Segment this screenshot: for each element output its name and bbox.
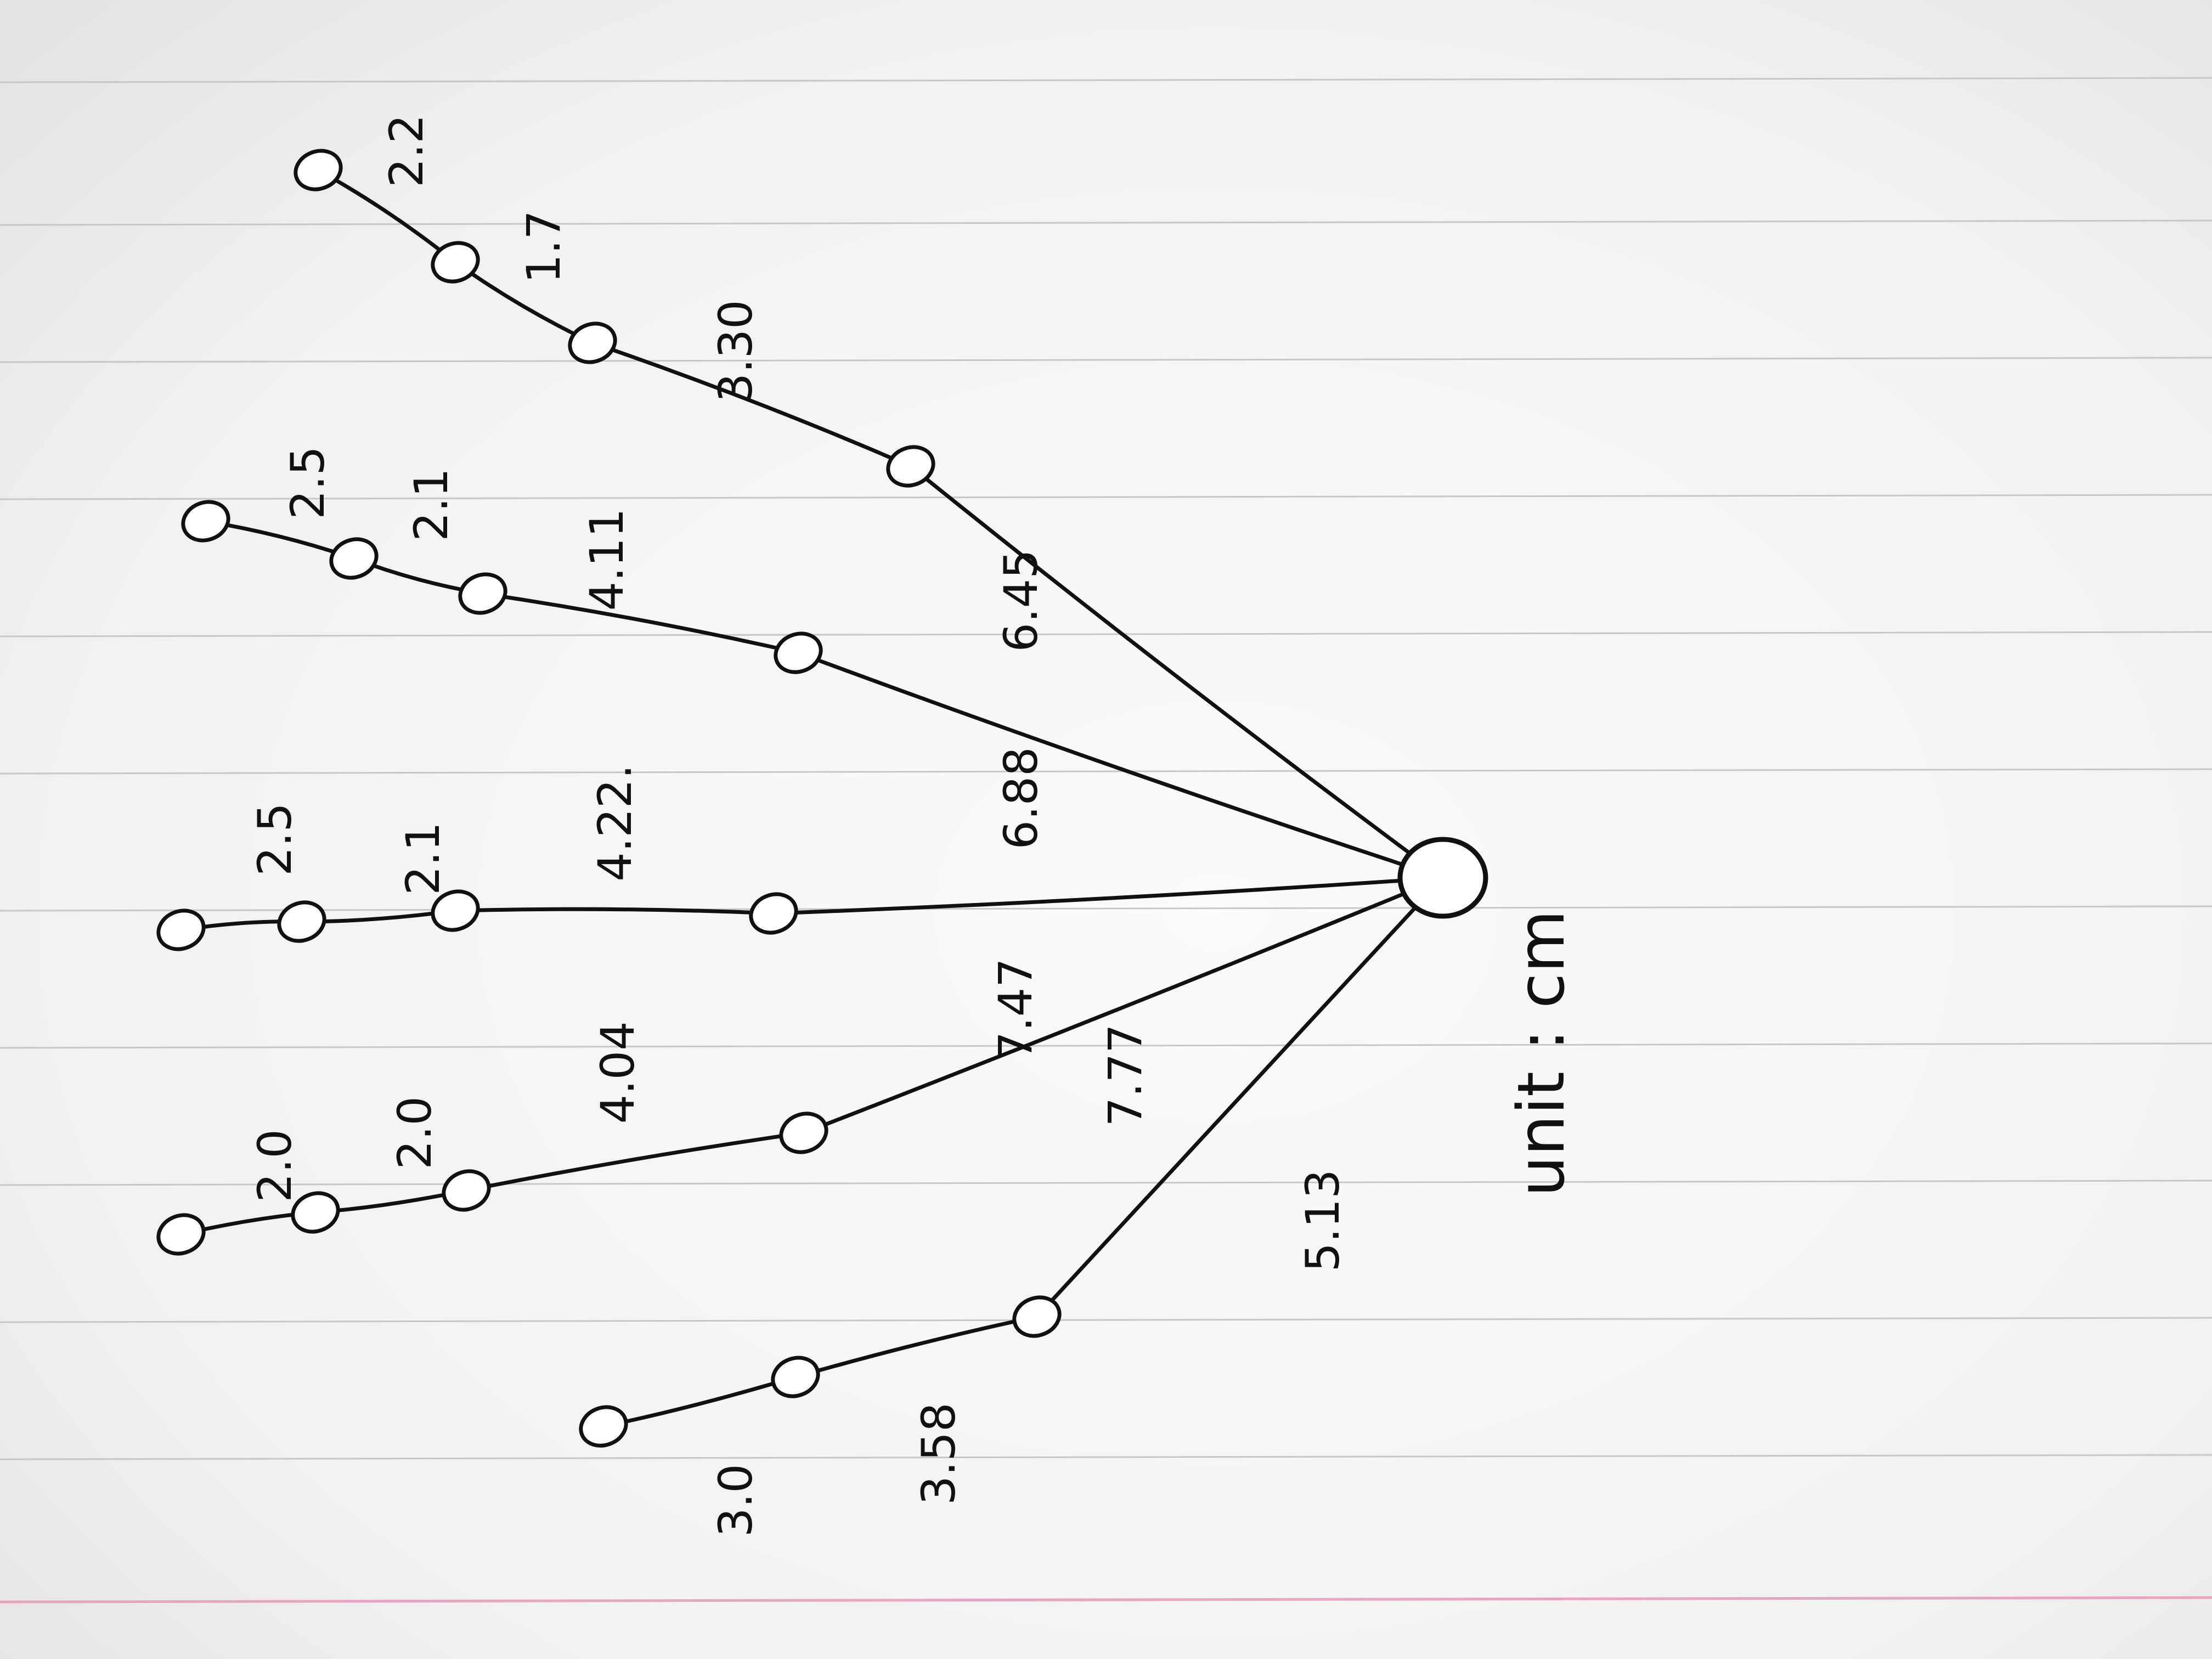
ruled-line (0, 219, 2212, 226)
joint-node (329, 537, 379, 580)
joint-node (156, 909, 206, 951)
palm-edge-4 (802, 876, 1445, 1135)
ruled-line (0, 1317, 2212, 1323)
ruled-line (0, 77, 2212, 83)
joint-node (774, 631, 823, 674)
bone-edge-1 (590, 341, 913, 469)
palm-edge-length-label: 7.47 (989, 958, 1042, 1060)
segment-length-label: 4.22. (588, 764, 642, 882)
segment-length-label: 4.11 (580, 508, 634, 611)
joint-node (291, 1191, 340, 1234)
bone-edge-4 (464, 1131, 806, 1193)
joint-node (886, 445, 935, 488)
palm-edge-2 (796, 651, 1445, 880)
joint-node (458, 572, 507, 615)
joint-node (568, 321, 617, 364)
joint-node (771, 1356, 820, 1398)
palm-edge-length-label: 7.77 (1098, 1024, 1152, 1126)
segment-length-label: 3.0 (709, 1464, 763, 1537)
unit-label: unit : cm (1503, 910, 1579, 1197)
joint-node (442, 1169, 491, 1212)
segment-length-label: 1.7 (517, 210, 571, 284)
bone-edge-5 (601, 1375, 798, 1429)
segment-length-label: 3.30 (709, 300, 763, 402)
bone-edge-3 (453, 907, 776, 916)
ruled-line (0, 1454, 2212, 1460)
joint-node (1012, 1295, 1062, 1338)
bone-edge-2 (481, 591, 800, 655)
bone-edge-5 (793, 1314, 1039, 1379)
palm-edge-length-label: 6.45 (994, 549, 1048, 652)
length-labels: 6.45 3.30 1.7 2.2 6.88 4.11 2.1 2.5 7.47 4.22. 2.1… (248, 114, 1350, 1537)
palm-edge-3 (771, 876, 1445, 916)
ruled-line (0, 905, 2212, 912)
segment-length-label: 2.5 (281, 446, 335, 520)
palm-edge-length-label: 6.88 (994, 747, 1048, 849)
segment-length-label: 3.58 (912, 1402, 966, 1505)
joint-node (749, 892, 798, 935)
ruled-lines (0, 77, 2212, 1460)
joint-node (277, 900, 326, 943)
joint-node (294, 149, 343, 191)
palm-edge-length-label: 5.13 (1296, 1169, 1350, 1272)
segment-length-label: 2.2 (380, 114, 433, 188)
segment-length-label: 2.1 (396, 822, 450, 895)
joint-node (779, 1111, 828, 1154)
segment-length-label: 2.5 (248, 803, 302, 876)
ruled-line (0, 1180, 2212, 1186)
ruled-line (0, 494, 2212, 500)
ruled-line (0, 1042, 2212, 1049)
skeleton-joints (156, 149, 1488, 1448)
joint-node (431, 889, 480, 932)
segment-length-label: 2.0 (388, 1096, 442, 1170)
joint-node (431, 241, 480, 284)
ruled-line (0, 631, 2212, 637)
palm-edge-1 (909, 464, 1445, 880)
margin-line (0, 1596, 2212, 1604)
segment-length-label: 2.1 (404, 468, 458, 541)
joint-node (579, 1405, 628, 1448)
segment-length-label: 4.04 (591, 1021, 645, 1124)
ruled-line (0, 768, 2212, 775)
palm-node (1397, 837, 1488, 919)
palm-edge-5 (1035, 876, 1445, 1319)
joint-node (156, 1213, 206, 1256)
joint-node (181, 500, 230, 543)
ruled-line (0, 357, 2212, 363)
segment-length-label: 2.0 (248, 1129, 302, 1203)
